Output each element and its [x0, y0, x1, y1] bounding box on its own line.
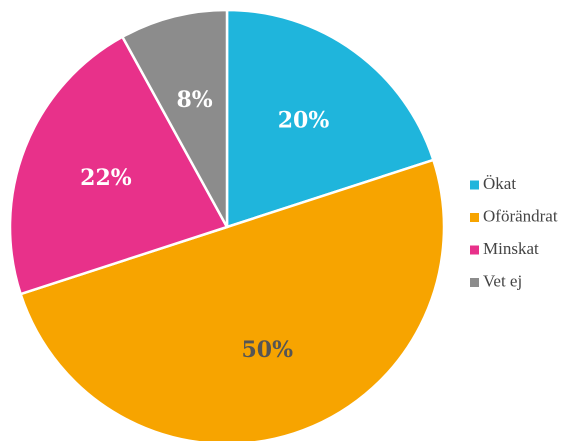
legend-label: Vet ej	[483, 271, 522, 290]
pie-slice	[8, 35, 229, 296]
pie-slice	[19, 158, 446, 441]
slice-label: 50%	[241, 337, 293, 363]
pie-slice	[120, 8, 229, 228]
legend-label: Oförändrat	[483, 206, 558, 225]
pie-slice	[225, 8, 435, 229]
legend-swatch	[470, 213, 479, 222]
slice-label: 8%	[177, 87, 213, 113]
legend-swatch	[470, 245, 479, 255]
slice-label: 22%	[80, 165, 132, 191]
slice-label: 20%	[278, 108, 330, 134]
legend-swatch	[470, 278, 479, 287]
legend-label: Ökat	[483, 174, 516, 193]
legend-swatch	[470, 180, 479, 190]
legend-label: Minskat	[483, 239, 539, 258]
